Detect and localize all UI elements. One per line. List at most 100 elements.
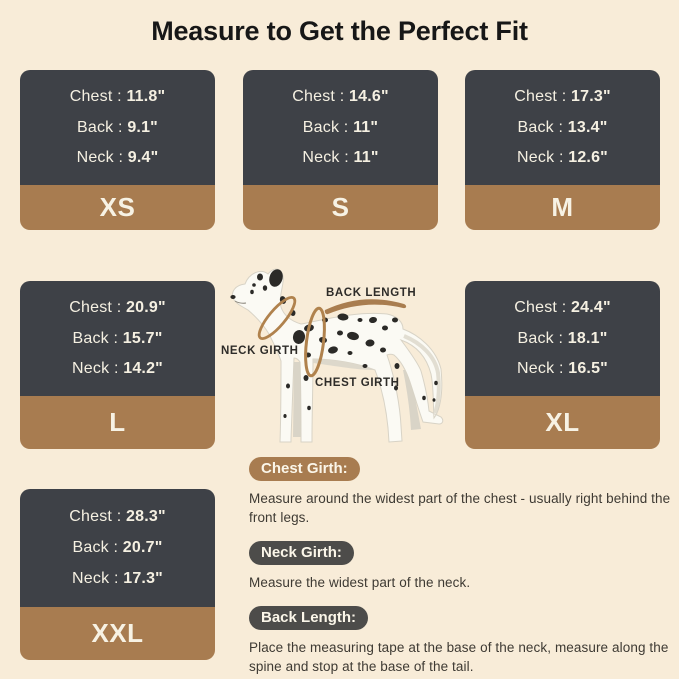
measurement-separator: : xyxy=(112,88,127,106)
measurement-separator: : xyxy=(108,329,123,347)
measurement-separator: : xyxy=(553,118,568,136)
chest-girth-description: Measure around the widest part of the ch… xyxy=(249,491,671,525)
size-card-m: Chest : 17.3" Back : 13.4" Neck : 12.6" … xyxy=(465,70,660,230)
size-card-xxl-measurements: Chest : 28.3" Back : 20.7" Neck : 17.3" xyxy=(20,489,215,607)
measurement-value: 13.4" xyxy=(567,118,608,136)
back-measurement: Back : 18.1" xyxy=(465,330,660,348)
size-label-text: XS xyxy=(99,192,136,222)
measurement-label: Back xyxy=(77,118,114,136)
measurement-value: 9.1" xyxy=(127,118,158,136)
measurement-separator: : xyxy=(554,148,569,166)
back-length-label: BACK LENGTH xyxy=(326,287,417,299)
back-measurement: Back : 20.7" xyxy=(20,539,215,557)
measurement-label: Neck xyxy=(72,359,110,377)
measurement-separator: : xyxy=(557,299,571,317)
size-label-text: S xyxy=(331,192,350,222)
measurement-label: Chest xyxy=(69,88,113,106)
measurement-label: Neck xyxy=(76,148,114,166)
size-card-l-measurements: Chest : 20.9" Back : 15.7" Neck : 14.2" xyxy=(20,281,215,396)
chest-girth-label: CHEST GIRTH xyxy=(315,377,400,389)
back-length-description: Place the measuring tape at the base of … xyxy=(249,640,669,674)
measurement-separator: : xyxy=(108,539,123,556)
measurement-label: Neck xyxy=(302,148,340,166)
measurement-guide: Chest Girth: Measure around the widest p… xyxy=(249,457,673,679)
measurement-label: Back xyxy=(302,118,340,136)
neck-measurement: Neck : 14.2" xyxy=(20,360,215,378)
neck-measurement: Neck : 17.3" xyxy=(20,570,215,588)
measurement-label: Back xyxy=(517,329,554,347)
neck-measurement: Neck : 9.4" xyxy=(20,149,215,167)
size-label-xs: XS xyxy=(20,185,215,230)
size-label-text: XL xyxy=(545,407,580,437)
neck-girth-description: Measure the widest part of the neck. xyxy=(249,575,471,590)
measurement-separator: : xyxy=(112,508,126,525)
measurement-value: 15.7" xyxy=(122,329,163,347)
size-label-xl: XL xyxy=(465,396,660,449)
neck-girth-tape xyxy=(257,296,297,340)
measurement-value: 18.1" xyxy=(567,329,608,347)
measurement-value: 14.2" xyxy=(123,359,163,377)
size-label-l: L xyxy=(20,396,215,449)
measurement-label: Neck xyxy=(517,359,555,377)
far-hind-leg-shape xyxy=(403,370,421,430)
measurement-separator: : xyxy=(557,88,571,106)
measurement-separator: : xyxy=(109,570,124,587)
size-card-xs: Chest : 11.8" Back : 9.1" Neck : 9.4" XS xyxy=(20,70,215,230)
back-measurement: Back : 11" xyxy=(243,119,438,137)
chest-measurement: Chest : 28.3" xyxy=(20,508,215,526)
measurement-value: 12.6" xyxy=(568,148,608,166)
measurement-separator: : xyxy=(554,359,569,377)
measurement-separator: : xyxy=(113,148,128,166)
neck-measurement: Neck : 12.6" xyxy=(465,149,660,167)
measurement-label: Chest xyxy=(69,299,113,317)
dog-measurement-diagram: BACK LENGTH NECK GIRTH CHEST GIRTH xyxy=(205,258,470,453)
size-label-text: M xyxy=(551,192,574,222)
measurement-value: 20.7" xyxy=(122,539,163,556)
measurement-label: Chest xyxy=(514,299,558,317)
belly-shading xyxy=(313,359,375,370)
dog-nose xyxy=(230,295,236,299)
measurement-separator: : xyxy=(109,359,124,377)
measurement-value: 20.9" xyxy=(126,299,166,317)
measurement-label: Chest xyxy=(292,88,336,106)
measurement-label: Chest xyxy=(514,88,558,106)
back-measurement: Back : 9.1" xyxy=(20,119,215,137)
measurement-separator: : xyxy=(335,88,349,106)
neck-girth-label: NECK GIRTH xyxy=(221,345,299,357)
size-label-text: XXL xyxy=(91,618,144,648)
measurement-value: 11.8" xyxy=(126,88,166,106)
chest-measurement: Chest : 17.3" xyxy=(465,88,660,106)
dalmatian-dog-illustration xyxy=(230,268,444,443)
neck-measurement: Neck : 11" xyxy=(243,149,438,167)
measurement-label: Chest xyxy=(69,508,113,525)
size-card-xl: Chest : 24.4" Back : 18.1" Neck : 16.5" … xyxy=(465,281,660,449)
tail-shading xyxy=(403,334,441,414)
size-card-xxl: Chest : 28.3" Back : 20.7" Neck : 17.3" … xyxy=(20,489,215,660)
size-card-xl-measurements: Chest : 24.4" Back : 18.1" Neck : 16.5" xyxy=(465,281,660,396)
measurement-value: 17.3" xyxy=(123,570,163,587)
neck-girth-badge: Neck Girth: xyxy=(249,541,354,565)
measurement-label: Back xyxy=(72,539,109,556)
page-title: Measure to Get the Perfect Fit xyxy=(151,16,528,46)
size-label-text: L xyxy=(109,407,126,437)
measurement-value: 11" xyxy=(353,148,379,166)
measurement-separator: : xyxy=(339,118,354,136)
measurement-value: 14.6" xyxy=(349,88,389,106)
dog-mouth xyxy=(234,300,247,304)
back-length-badge: Back Length: xyxy=(249,606,369,630)
measurement-value: 16.5" xyxy=(568,359,608,377)
dog-body-shape xyxy=(232,268,444,443)
neck-measurement: Neck : 16.5" xyxy=(465,360,660,378)
size-card-s: Chest : 14.6" Back : 11" Neck : 11" S xyxy=(243,70,438,230)
chest-girth-tape xyxy=(304,306,326,378)
measurement-label: Back xyxy=(72,329,109,347)
chest-measurement: Chest : 20.9" xyxy=(20,299,215,317)
measurement-value: 9.4" xyxy=(127,148,159,166)
measurement-separator: : xyxy=(339,148,354,166)
size-card-xs-measurements: Chest : 11.8" Back : 9.1" Neck : 9.4" xyxy=(20,70,215,185)
far-front-leg-shape xyxy=(293,362,302,437)
dog-eye xyxy=(252,283,256,287)
size-label-m: M xyxy=(465,185,660,230)
measurement-value: 28.3" xyxy=(126,508,166,525)
